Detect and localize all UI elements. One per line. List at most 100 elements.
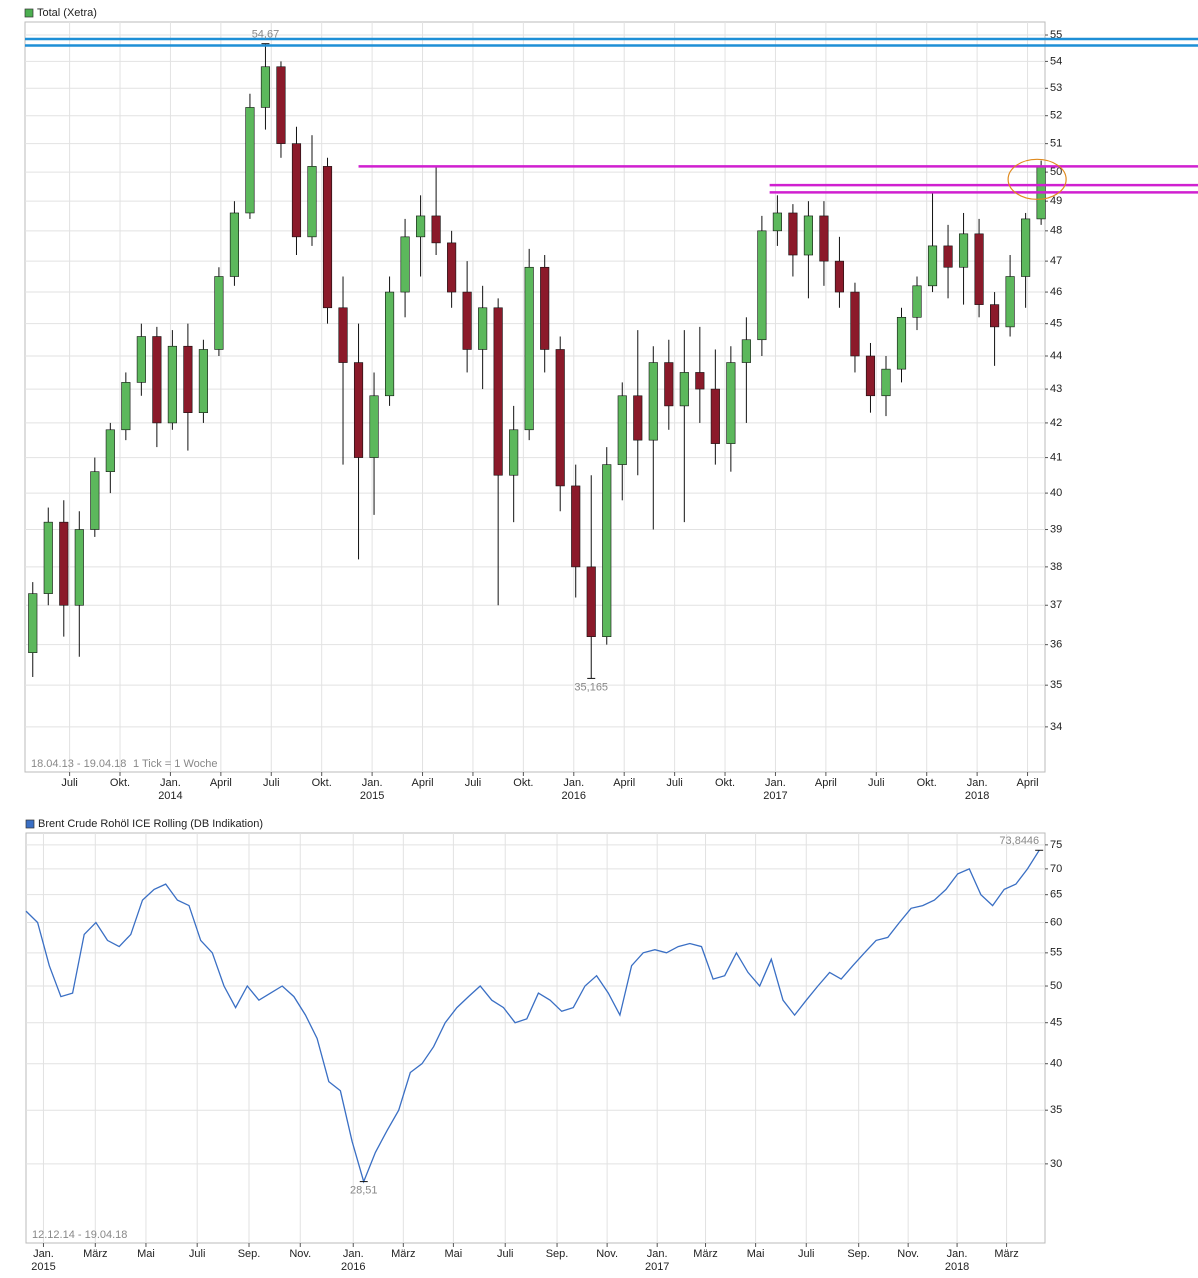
y-tick-label: 70 — [1050, 863, 1062, 875]
candle-body — [167, 345, 177, 424]
extreme-label: 73,8446 — [999, 835, 1039, 847]
y-tick-label: 42 — [1050, 417, 1062, 429]
x-tick-label: Okt. — [513, 777, 533, 789]
x-tick-label: April — [815, 777, 837, 789]
x-tick-label: Juli — [497, 1248, 514, 1260]
x-tick-label: Jan. — [765, 777, 786, 789]
candle-body — [896, 316, 907, 370]
candle-body — [974, 233, 984, 305]
candle-body — [865, 355, 876, 397]
x-tick-label: Nov. — [897, 1248, 919, 1260]
candle-body — [121, 382, 131, 431]
x-tick-label: April — [412, 777, 434, 789]
candle-body — [695, 372, 705, 390]
legend-label: Total (Xetra) — [37, 7, 97, 19]
y-tick-label: 50 — [1050, 980, 1062, 992]
y-tick-label: 49 — [1050, 195, 1062, 207]
candle-body — [447, 242, 457, 293]
x-tick-label: April — [613, 777, 635, 789]
x-tick-label: Juli — [189, 1248, 206, 1260]
extreme-label: 54,67 — [252, 29, 280, 41]
candle-body — [478, 307, 488, 350]
x-tick-label: Juli — [61, 777, 78, 789]
x-tick-label: Okt. — [110, 777, 130, 789]
year-label: 2017 — [645, 1261, 669, 1273]
x-tick-label: Jan. — [343, 1248, 364, 1260]
candle-body — [431, 215, 441, 244]
y-tick-label: 39 — [1050, 523, 1062, 535]
candle-body — [803, 215, 813, 256]
candle-body — [353, 362, 364, 458]
candle-body — [912, 285, 922, 318]
candle-body — [462, 291, 472, 350]
candle-body — [555, 349, 565, 487]
year-label: 2015 — [360, 790, 384, 802]
plot-area — [24, 21, 1046, 773]
x-tick-label: März — [693, 1248, 717, 1260]
candle-body — [881, 368, 891, 397]
candle-body — [152, 336, 162, 424]
year-label: 2016 — [341, 1261, 365, 1273]
candle-body — [679, 372, 689, 407]
x-tick-label: Nov. — [289, 1248, 311, 1260]
x-tick-label: Jan. — [160, 777, 181, 789]
y-tick-label: 60 — [1050, 916, 1062, 928]
x-tick-label: April — [210, 777, 232, 789]
y-tick-label: 35 — [1050, 1104, 1062, 1116]
x-tick-label: Juli — [868, 777, 885, 789]
y-tick-label: 43 — [1050, 383, 1062, 395]
x-tick-label: Jan. — [967, 777, 988, 789]
y-tick-label: 37 — [1050, 599, 1062, 611]
y-tick-label: 44 — [1050, 350, 1062, 362]
candle-body — [183, 345, 193, 413]
candle-body — [369, 395, 379, 458]
x-tick-label: Okt. — [917, 777, 937, 789]
candle-body — [617, 395, 627, 465]
x-tick-label: Jan. — [362, 777, 383, 789]
candle-body — [586, 566, 596, 637]
candle-body — [400, 236, 410, 293]
x-tick-label: März — [83, 1248, 107, 1260]
date-range: 12.12.14 - 19.04.18 — [32, 1229, 127, 1241]
x-tick-label: Sep. — [546, 1248, 569, 1260]
y-tick-label: 46 — [1050, 286, 1062, 298]
year-label: 2017 — [763, 790, 787, 802]
y-tick-label: 30 — [1050, 1158, 1062, 1170]
candle-body — [307, 166, 317, 238]
legend-label: Brent Crude Rohöl ICE Rolling (DB Indika… — [38, 818, 263, 830]
candle-body — [664, 362, 674, 407]
y-tick-label: 50 — [1050, 166, 1062, 178]
y-tick-label: 51 — [1050, 138, 1062, 150]
candle-body — [741, 339, 751, 363]
x-tick-label: Mai — [747, 1248, 765, 1260]
candle-body — [540, 266, 550, 350]
year-label: 2018 — [965, 790, 989, 802]
candle-body — [59, 521, 69, 606]
x-tick-label: Juli — [465, 777, 482, 789]
candle-body — [260, 66, 271, 108]
candle-body — [90, 471, 100, 530]
x-tick-label: Jan. — [33, 1248, 54, 1260]
highlight-ellipse — [1007, 158, 1067, 200]
candle-body — [819, 215, 829, 262]
candle-body — [571, 485, 581, 568]
x-tick-label: März — [391, 1248, 415, 1260]
y-tick-label: 38 — [1050, 561, 1062, 573]
candle-body — [524, 266, 534, 431]
y-tick-label: 34 — [1050, 721, 1062, 733]
x-tick-label: März — [994, 1248, 1018, 1260]
candle-body — [757, 230, 767, 341]
candle-body — [338, 307, 348, 363]
legend-swatch — [25, 819, 35, 829]
candle-body — [214, 276, 224, 350]
candle-body — [1021, 218, 1031, 277]
year-label: 2018 — [945, 1261, 969, 1273]
y-tick-label: 65 — [1050, 889, 1062, 901]
y-tick-label: 47 — [1050, 255, 1062, 267]
date-range: 18.04.13 - 19.04.18 — [31, 758, 126, 770]
y-tick-label: 55 — [1050, 947, 1062, 959]
candle-body — [384, 291, 395, 397]
price-line — [25, 849, 1040, 1184]
